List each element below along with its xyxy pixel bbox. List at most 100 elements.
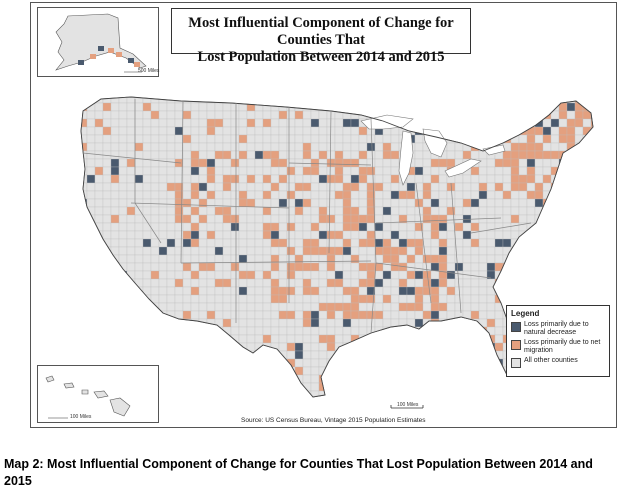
county-cell (374, 278, 384, 288)
county-cell (486, 230, 496, 240)
county-cell (542, 118, 552, 128)
county-cell (478, 118, 488, 128)
county-cell (438, 358, 448, 368)
county-cell (94, 318, 104, 328)
county-cell (534, 110, 544, 120)
county-cell (342, 222, 352, 232)
county-cell (206, 230, 216, 240)
county-cell (206, 326, 216, 336)
county-cell (142, 254, 152, 264)
county-cell (542, 238, 552, 248)
county-cell (302, 166, 312, 176)
county-cell (462, 134, 472, 144)
county-cell (142, 134, 152, 144)
county-cell (278, 190, 288, 200)
county-cell (198, 198, 208, 208)
county-cell (302, 238, 312, 248)
county-cell (246, 166, 256, 176)
county-cell (150, 214, 160, 224)
county-cell (246, 190, 256, 200)
county-cell (454, 126, 464, 136)
county-cell (81, 238, 88, 248)
county-cell (262, 142, 272, 152)
county-cell (158, 206, 168, 216)
county-cell (166, 222, 176, 232)
county-cell (286, 318, 296, 328)
county-cell (566, 174, 576, 184)
county-cell (270, 182, 280, 192)
county-cell (190, 302, 200, 312)
county-cell (262, 334, 272, 344)
county-cell (566, 294, 576, 304)
county-cell (302, 334, 312, 344)
county-cell (230, 350, 240, 360)
county-cell (414, 350, 424, 360)
county-cell (174, 134, 184, 144)
county-cell (478, 286, 488, 296)
county-cell (590, 110, 593, 120)
county-cell (254, 182, 264, 192)
county-cell (310, 294, 320, 304)
county-cell (134, 214, 144, 224)
county-cell (110, 238, 120, 248)
county-cell (174, 358, 184, 368)
county-cell (134, 350, 144, 360)
county-cell (238, 206, 248, 216)
county-cell (374, 318, 384, 328)
county-cell (206, 102, 216, 112)
county-cell (86, 166, 96, 176)
county-cell (382, 374, 392, 384)
county-cell (358, 302, 368, 312)
county-cell (590, 246, 593, 256)
lake-huron (422, 128, 448, 158)
county-cell (182, 230, 192, 240)
county-cell (550, 97, 560, 104)
county-cell (406, 374, 416, 384)
county-cell (566, 238, 576, 248)
county-cell (222, 118, 232, 128)
county-cell (126, 278, 136, 288)
county-cell (310, 166, 320, 176)
county-cell (430, 158, 440, 168)
county-cell (470, 366, 480, 376)
county-cell (454, 254, 464, 264)
county-cell (334, 326, 344, 336)
county-cell (198, 246, 208, 256)
county-cell (310, 222, 320, 232)
county-cell (310, 342, 320, 352)
county-cell (150, 318, 160, 328)
county-cell (190, 126, 200, 136)
county-cell (446, 158, 456, 168)
county-cell (414, 214, 424, 224)
county-cell (254, 222, 264, 232)
county-cell (230, 230, 240, 240)
county-cell (374, 302, 384, 312)
county-cell (502, 254, 512, 264)
county-cell (414, 174, 424, 184)
county-cell (478, 238, 488, 248)
county-cell (158, 358, 168, 368)
county-cell (430, 318, 440, 328)
county-cell (398, 310, 408, 320)
county-cell (94, 310, 104, 320)
county-cell (502, 190, 512, 200)
county-cell (254, 198, 264, 208)
county-cell (150, 302, 160, 312)
contiguous-us-map (80, 96, 594, 409)
county-cell (470, 206, 480, 216)
county-cell (214, 126, 224, 136)
county-cell (198, 286, 208, 296)
county-cell (310, 198, 320, 208)
county-cell (502, 206, 512, 216)
county-cell (222, 110, 232, 120)
county-cell (454, 238, 464, 248)
county-cell (118, 102, 128, 112)
county-cell (358, 390, 368, 397)
county-cell (198, 310, 208, 320)
county-cell (462, 390, 472, 397)
county-cell (414, 374, 424, 384)
county-cell (326, 278, 336, 288)
county-cell (558, 182, 568, 192)
county-cell (142, 278, 152, 288)
county-cell (246, 182, 256, 192)
